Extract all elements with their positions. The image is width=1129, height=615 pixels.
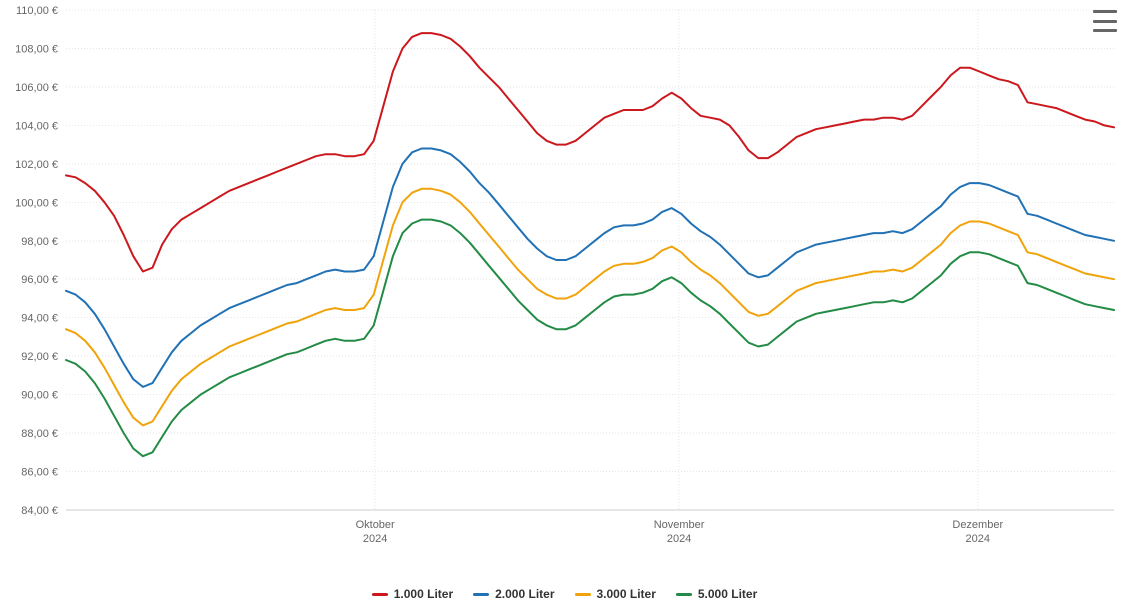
legend-item[interactable]: 2.000 Liter bbox=[473, 587, 554, 601]
y-axis-label: 108,00 € bbox=[15, 43, 58, 55]
y-axis-label: 90,00 € bbox=[21, 390, 58, 402]
y-axis-label: 110,00 € bbox=[16, 5, 58, 17]
y-axis-label: 104,00 € bbox=[15, 120, 58, 132]
series-line bbox=[66, 189, 1114, 426]
x-axis-label-month: Oktober bbox=[356, 519, 395, 531]
legend-swatch bbox=[473, 593, 489, 596]
legend-swatch bbox=[676, 593, 692, 596]
legend-label: 5.000 Liter bbox=[698, 587, 757, 601]
series-line bbox=[66, 33, 1114, 271]
y-axis-label: 94,00 € bbox=[21, 313, 58, 325]
legend-label: 1.000 Liter bbox=[394, 587, 453, 601]
chart-legend: 1.000 Liter 2.000 Liter 3.000 Liter 5.000 L… bbox=[0, 585, 1129, 602]
line-chart: 84,00 € 86,00 € 88,00 € 90,00 € 92,00 € 94,00… bbox=[0, 0, 1129, 615]
y-axis-label: 96,00 € bbox=[21, 274, 58, 286]
series-line bbox=[66, 220, 1114, 457]
x-axis-label-year: 2024 bbox=[363, 533, 387, 545]
y-axis-label: 88,00 € bbox=[21, 428, 58, 440]
x-axis-label-year: 2024 bbox=[966, 533, 990, 545]
legend-swatch bbox=[575, 593, 591, 596]
y-axis-label: 106,00 € bbox=[15, 82, 58, 94]
y-axis-label: 98,00 € bbox=[21, 236, 58, 248]
legend-label: 2.000 Liter bbox=[495, 587, 554, 601]
y-axis-label: 84,00 € bbox=[21, 505, 58, 517]
legend-label: 3.000 Liter bbox=[597, 587, 656, 601]
chart-menu-button[interactable] bbox=[1093, 10, 1117, 32]
y-axis-label: 100,00 € bbox=[15, 197, 58, 209]
x-axis-label-year: 2024 bbox=[667, 533, 691, 545]
y-axis-label: 92,00 € bbox=[21, 351, 58, 363]
legend-item[interactable]: 3.000 Liter bbox=[575, 587, 656, 601]
x-axis-label-month: Dezember bbox=[952, 519, 1003, 531]
legend-item[interactable]: 5.000 Liter bbox=[676, 587, 757, 601]
legend-item[interactable]: 1.000 Liter bbox=[372, 587, 453, 601]
y-axis-label: 102,00 € bbox=[15, 159, 58, 171]
chart-container: 84,00 € 86,00 € 88,00 € 90,00 € 92,00 € 94,00… bbox=[0, 0, 1129, 615]
x-axis-label-month: November bbox=[654, 519, 705, 531]
legend-swatch bbox=[372, 593, 388, 596]
y-axis-label: 86,00 € bbox=[21, 467, 58, 479]
